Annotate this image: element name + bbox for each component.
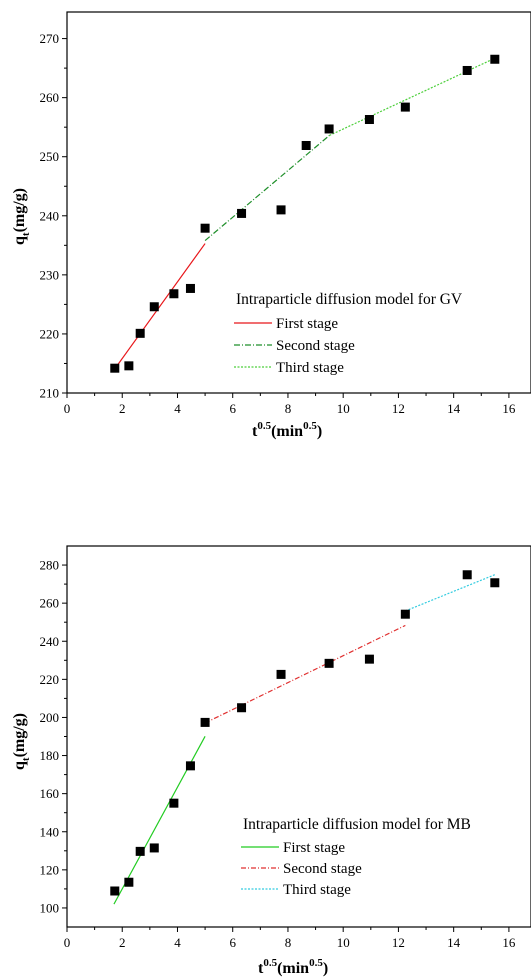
x-tick-label: 2 (119, 401, 126, 416)
fit-line-first-stage (113, 243, 206, 371)
fit-line-second-stage (204, 624, 406, 724)
y-axis-title-mb: qt(mg/g) (11, 713, 32, 770)
x-tick-label: 6 (229, 401, 236, 416)
y-tick-label: 220 (40, 326, 60, 341)
y-tick-label: 210 (40, 386, 60, 401)
data-point (462, 65, 472, 75)
y-tick-label: 270 (40, 31, 60, 46)
y-axis-ticks-gv: 210 220 230 240 250 260 270 (40, 31, 67, 401)
x-tick-label: 10 (337, 935, 350, 950)
y-tick-label: 260 (40, 596, 60, 611)
legend-label-first-stage-mb: First stage (283, 840, 345, 856)
x-tick-label: 8 (285, 935, 292, 950)
data-point (169, 289, 179, 299)
y-tick-label: 140 (40, 824, 60, 839)
x-tick-label: 16 (502, 935, 516, 950)
data-point (490, 578, 500, 588)
x-tick-label: 0 (64, 935, 71, 950)
x-tick-label: 4 (174, 401, 181, 416)
x-tick-label: 14 (447, 935, 461, 950)
data-point (276, 205, 286, 215)
chart-mb: 0 2 4 6 8 10 12 14 16 100 120 140 160 180 200 220 240 26… (11, 545, 531, 977)
x-tick-label: 12 (392, 401, 405, 416)
data-point (237, 208, 247, 218)
data-point (490, 54, 500, 64)
x-tick-label: 12 (392, 935, 405, 950)
legend-label-first-stage-gv: First stage (276, 316, 338, 332)
fit-line-second-stage (204, 134, 330, 242)
data-point (135, 846, 145, 856)
x-tick-label: 8 (285, 401, 292, 416)
data-point (324, 124, 334, 134)
x-axis-ticks-mb: 0 2 4 6 8 10 12 14 16 (64, 927, 516, 950)
data-points-mb (110, 570, 500, 896)
legend-gv: Intraparticle diffusion model for GV Fir… (234, 291, 463, 376)
x-tick-label: 0 (64, 401, 71, 416)
legend-title-mb: Intraparticle diffusion model for MB (243, 816, 471, 833)
legend-title-gv: Intraparticle diffusion model for GV (236, 291, 463, 308)
data-point (237, 703, 247, 713)
y-tick-label: 200 (40, 710, 60, 725)
data-point (364, 654, 374, 664)
x-axis-title-gv: t0.5(min0.5) (252, 420, 322, 440)
y-tick-label: 120 (40, 862, 60, 877)
data-point (110, 363, 120, 373)
data-point (200, 223, 210, 233)
x-tick-label: 6 (229, 935, 236, 950)
data-point (124, 877, 134, 887)
data-point (124, 361, 134, 371)
x-tick-label: 4 (174, 935, 181, 950)
x-axis-title-mb: t0.5(min0.5) (258, 957, 328, 977)
data-point (400, 102, 410, 112)
data-point (301, 140, 311, 150)
legend-label-second-stage-mb: Second stage (283, 861, 362, 877)
y-tick-label: 260 (40, 90, 60, 105)
y-tick-label: 280 (40, 558, 60, 573)
data-point (185, 761, 195, 771)
fit-line-third-stage (405, 574, 496, 612)
x-tick-label: 14 (447, 401, 461, 416)
y-tick-label: 180 (40, 748, 60, 763)
data-point (400, 609, 410, 619)
y-tick-label: 160 (40, 786, 60, 801)
y-tick-label: 240 (40, 634, 60, 649)
data-point (169, 798, 179, 808)
y-axis-ticks-mb: 100 120 140 160 180 200 220 240 260 280 (40, 558, 67, 915)
legend-label-third-stage-gv: Third stage (276, 360, 344, 376)
y-tick-label: 220 (40, 672, 60, 687)
y-tick-label: 250 (40, 149, 60, 164)
x-tick-label: 10 (337, 401, 350, 416)
data-point (110, 886, 120, 896)
data-point (200, 717, 210, 727)
plot-area-gv (66, 11, 531, 394)
chart-gv: 0 2 4 6 8 10 12 14 16 210 220 230 240 250 260 270 Intr… (11, 11, 531, 440)
y-tick-label: 230 (40, 267, 60, 282)
legend-mb: Intraparticle diffusion model for MB Fir… (241, 816, 471, 898)
y-axis-title-gv: qt(mg/g) (11, 188, 32, 245)
legend-label-second-stage-gv: Second stage (276, 338, 355, 354)
data-point (149, 302, 159, 312)
y-tick-label: 100 (40, 900, 60, 915)
data-points-gv (110, 54, 500, 373)
data-point (324, 658, 334, 668)
y-tick-label: 240 (40, 208, 60, 223)
x-tick-label: 16 (502, 401, 516, 416)
data-point (185, 283, 195, 293)
data-point (276, 669, 286, 679)
x-axis-ticks-gv: 0 2 4 6 8 10 12 14 16 (64, 393, 516, 416)
data-point (462, 570, 472, 580)
data-point (364, 115, 374, 125)
data-point (135, 328, 145, 338)
legend-label-third-stage-mb: Third stage (283, 882, 351, 898)
x-tick-label: 2 (119, 935, 126, 950)
data-point (149, 843, 159, 853)
